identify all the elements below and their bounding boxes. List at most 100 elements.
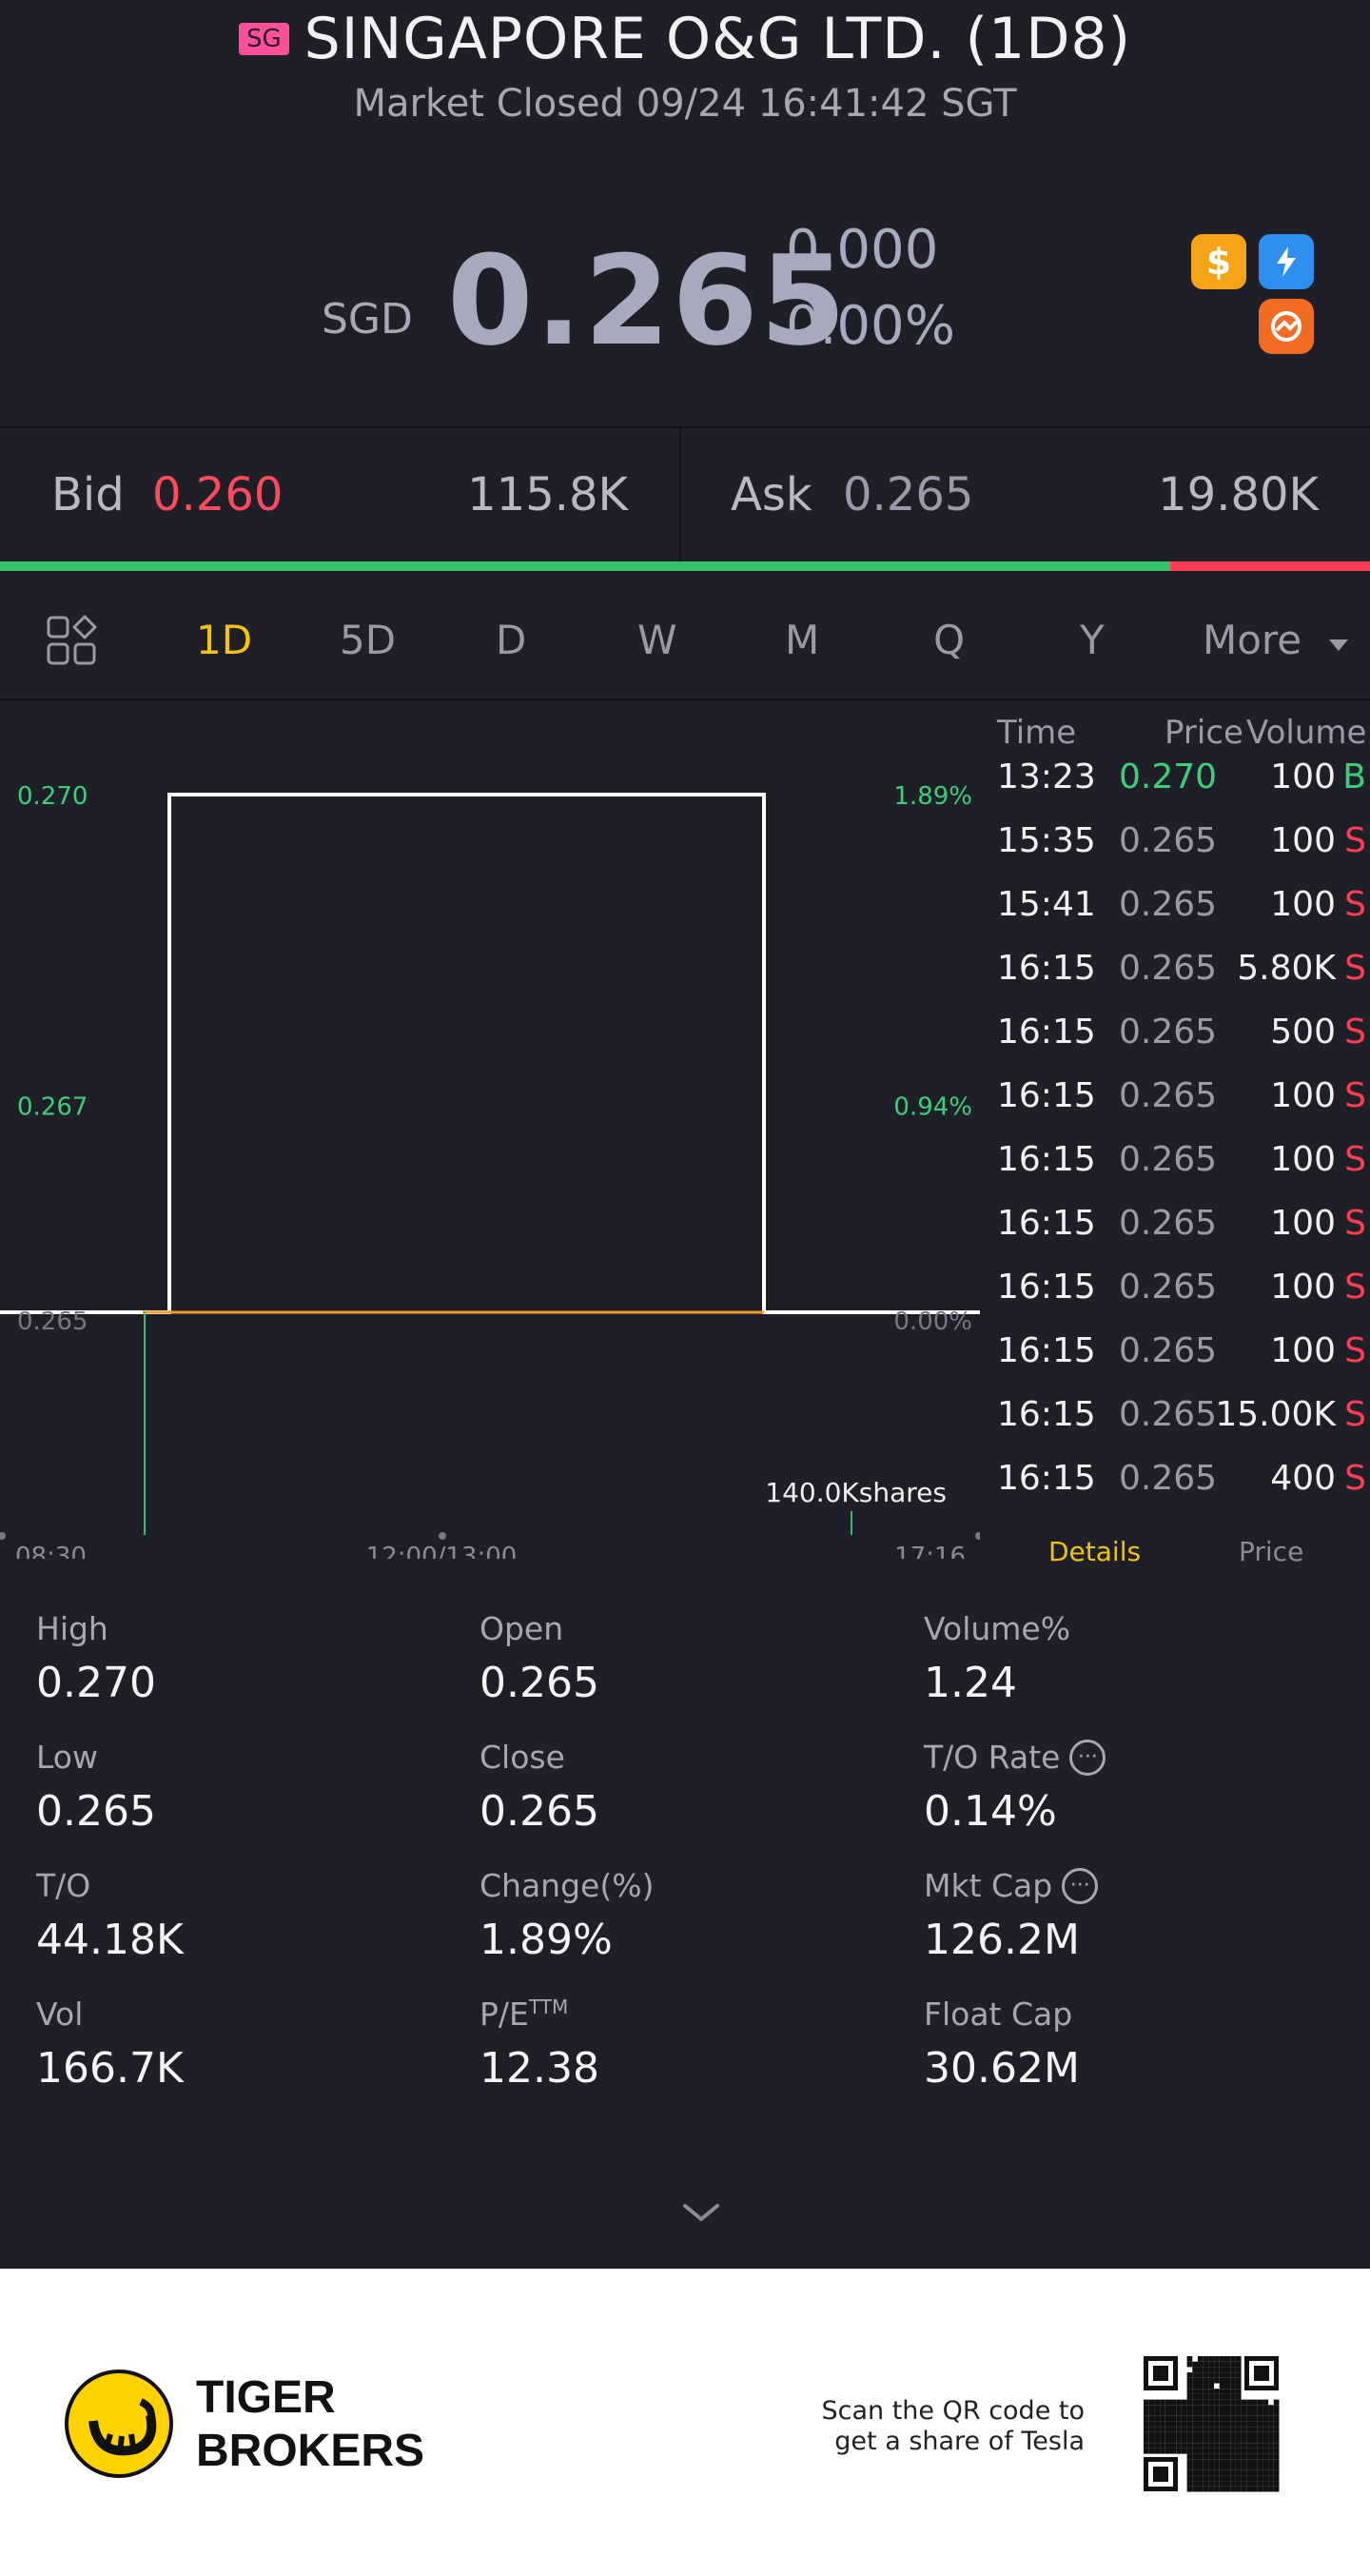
- tab-q[interactable]: Q: [933, 617, 966, 663]
- tab-w[interactable]: W: [637, 617, 677, 663]
- scan-text-line-1: Scan the QR code to: [821, 2396, 1085, 2426]
- trade-volume: 100: [1270, 1204, 1336, 1243]
- tab-1d[interactable]: 1D: [196, 617, 253, 663]
- stat-pe: P/ETTM 12.38: [480, 1996, 599, 2093]
- qr-code-icon: [1140, 2352, 1282, 2495]
- period-tabs: 1D 5D D W M Q Y More: [0, 579, 1370, 700]
- trade-price: 0.265: [1119, 1395, 1218, 1434]
- tab-more-label: More: [1203, 617, 1302, 663]
- stat-float-cap: Float Cap 30.62M: [924, 1996, 1080, 2093]
- volume-label: 140.0Kshares: [765, 1477, 947, 1508]
- trade-side: S: [1344, 1395, 1366, 1434]
- trade-side: S: [1344, 1204, 1366, 1243]
- ask-label: Ask: [731, 468, 812, 521]
- col-price-header: Price: [1164, 714, 1243, 752]
- tab-d[interactable]: D: [496, 617, 527, 663]
- trade-price: 0.265: [1119, 1204, 1218, 1243]
- y-tick-right: 0.00%: [893, 1308, 972, 1336]
- stat-to-rate: T/O Rate ··· 0.14%: [924, 1739, 1106, 1836]
- stat-label: Mkt Cap: [924, 1867, 1053, 1904]
- trade-side: S: [1344, 1331, 1366, 1370]
- stat-label-row: P/ETTM: [480, 1996, 599, 2033]
- bid-ask-panel[interactable]: Bid 0.260 115.8K Ask 0.265 19.80K: [0, 426, 1370, 563]
- trade-row: 15:35 0.265 100 S: [980, 821, 1370, 885]
- stat-label: Volume%: [924, 1610, 1071, 1647]
- trade-time: 16:15: [997, 1076, 1096, 1115]
- trade-time: 15:41: [997, 885, 1096, 924]
- trade-time: 16:15: [997, 1459, 1096, 1498]
- scan-text-line-2: get a share of Tesla: [834, 2427, 1085, 2456]
- trade-row: 16:15 0.265 500 S: [980, 1013, 1370, 1076]
- stat-value: 0.265: [480, 1659, 599, 1707]
- trade-price: 0.265: [1119, 1013, 1218, 1052]
- trade-row: 16:15 0.265 5.80K S: [980, 949, 1370, 1013]
- bid-ask-ratio-bar: [0, 561, 1370, 571]
- trade-price: 0.265: [1119, 1459, 1218, 1498]
- more-info-icon[interactable]: ···: [1062, 1867, 1099, 1904]
- trade-row: 16:15 0.265 400 S: [980, 1459, 1370, 1523]
- expand-chevron-icon[interactable]: [677, 2198, 725, 2227]
- stat-change-pct: Change(%) 1.89%: [480, 1867, 654, 1964]
- bid-label: Bid: [51, 468, 125, 521]
- flash-icon[interactable]: [1259, 234, 1314, 289]
- ask-price: 0.265: [843, 468, 974, 521]
- y-tick-right: 1.89%: [893, 782, 972, 811]
- stat-vol: Vol 166.7K: [36, 1996, 184, 2093]
- tab-5d[interactable]: 5D: [340, 617, 397, 663]
- trade-row: 13:23 0.270 100 B: [980, 757, 1370, 821]
- stat-value: 1.89%: [480, 1916, 613, 1964]
- axis-dot: [0, 1532, 6, 1540]
- trade-price: 0.270: [1119, 757, 1218, 796]
- pe-label: P/E: [480, 1996, 529, 2033]
- orange-badge-icon[interactable]: [1259, 299, 1314, 354]
- more-info-icon[interactable]: ···: [1069, 1739, 1106, 1776]
- chart-svg: 0.270 0.267 0.265 1.89% 0.94% 0.00% 08:30 12:00…: [0, 782, 980, 1559]
- tab-y[interactable]: Y: [1080, 617, 1105, 663]
- bid-price: 0.260: [152, 468, 284, 521]
- trade-time: 16:15: [997, 1268, 1096, 1307]
- trade-side: S: [1344, 885, 1366, 924]
- stat-label: P/ETTM: [480, 1996, 568, 2033]
- trade-row: 16:15 0.265 15.00K S: [980, 1395, 1370, 1459]
- stat-label: Open: [480, 1610, 564, 1647]
- axis-dot: [975, 1532, 980, 1540]
- tab-price[interactable]: Price: [1239, 1536, 1304, 1567]
- tab-details[interactable]: Details: [1048, 1536, 1142, 1567]
- trade-row: 16:15 0.265 100 S: [980, 1076, 1370, 1140]
- brand-line-1: TIGER: [196, 2372, 336, 2423]
- trade-side: S: [1344, 1140, 1366, 1179]
- intraday-chart[interactable]: 0.270 0.267 0.265 1.89% 0.94% 0.00% 08:30 12:00…: [0, 702, 980, 1559]
- trade-time: 16:15: [997, 1013, 1096, 1052]
- tab-m[interactable]: M: [785, 617, 820, 663]
- stat-close: Close 0.265: [480, 1739, 599, 1836]
- stat-label: High: [36, 1610, 108, 1647]
- trade-ticks-panel: Time Price Volume 13:23 0.270 100 B 15:35 0.2…: [980, 702, 1370, 1567]
- bid-ratio-fill: [0, 561, 1170, 571]
- last-price: 0.265: [447, 228, 849, 373]
- stock-title: SINGAPORE O&G LTD. (1D8): [303, 6, 1132, 72]
- ask-ratio-fill: [1169, 561, 1370, 571]
- caret-down-icon: [1329, 639, 1349, 651]
- trade-row: 16:15 0.265 100 S: [980, 1268, 1370, 1331]
- dollar-icon[interactable]: $: [1191, 234, 1246, 289]
- bid-size: 115.8K: [467, 468, 628, 521]
- trade-price: 0.265: [1119, 1268, 1218, 1307]
- trade-volume: 100: [1270, 821, 1336, 860]
- stat-value: 1.24: [924, 1659, 1017, 1707]
- stat-label: Vol: [36, 1996, 84, 2033]
- title-row: SG SINGAPORE O&G LTD. (1D8): [0, 6, 1370, 72]
- stat-open: Open 0.265: [480, 1610, 599, 1707]
- tab-more[interactable]: More: [1203, 617, 1350, 663]
- trade-side: S: [1344, 1459, 1366, 1498]
- trade-volume: 15.00K: [1215, 1395, 1336, 1434]
- stat-label-row: Mkt Cap ···: [924, 1867, 1099, 1904]
- stat-value: 0.265: [36, 1787, 156, 1836]
- trade-time: 16:15: [997, 1331, 1096, 1370]
- trade-side: S: [1344, 1076, 1366, 1115]
- trade-price: 0.265: [1119, 1076, 1218, 1115]
- trade-volume: 100: [1270, 885, 1336, 924]
- trade-price: 0.265: [1119, 821, 1218, 860]
- trade-side: S: [1344, 1268, 1366, 1307]
- grid-layout-icon[interactable]: [46, 615, 97, 666]
- tiger-logo-icon: [65, 2370, 173, 2478]
